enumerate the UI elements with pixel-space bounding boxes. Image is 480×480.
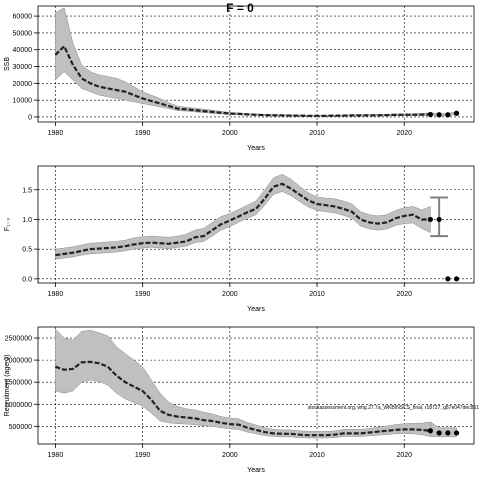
confidence-band [55, 174, 431, 260]
y-tick-label: 30000 [13, 64, 33, 71]
x-tick-label: 1980 [48, 130, 64, 137]
x-tick-label: 2000 [222, 291, 238, 298]
y-axis-label: Recruitment (age 0) [4, 355, 11, 417]
x-tick-label: 2000 [222, 452, 238, 459]
y-axis-label: F₁₋₃ [4, 218, 11, 231]
plot-frame [37, 5, 475, 123]
plot-frame [37, 165, 475, 284]
forecast-band [430, 111, 457, 117]
forecast-point-2023 [427, 428, 433, 434]
forecast-point-2023 [427, 216, 433, 223]
x-tick-label: 1980 [48, 291, 64, 298]
forecast-point-2024 [436, 216, 442, 223]
y-tick-label: 50000 [13, 30, 33, 37]
estimate-line [55, 360, 431, 437]
y-tick-label: 10000 [13, 98, 33, 105]
y-tick-label: 0.0 [22, 276, 32, 283]
panels: 1980 1990 2000 2010 2020 0 10000 20000 30000 4000… [4, 5, 475, 474]
x-tick-label: 1990 [135, 130, 151, 137]
y-tick-label: 40000 [13, 47, 33, 54]
x-tick-label: 2020 [396, 452, 412, 459]
y-tick-label: 2000000 [5, 358, 32, 365]
y-tick-label: 20000 [13, 81, 33, 88]
forecast-point-2026 [453, 110, 460, 116]
confidence-band [55, 328, 431, 439]
forecast-point-2025 [445, 112, 451, 118]
forecast-point-2023 [427, 111, 433, 118]
x-tick-label: 2010 [309, 452, 325, 459]
y-tick-label: 0 [28, 114, 32, 121]
y-tick-label: 1.5 [22, 187, 32, 194]
forecast-band [430, 421, 457, 438]
y-tick-label: 1500000 [5, 380, 32, 387]
panel-1: 1980 1990 2000 2010 2020 0 10000 20000 30000 4000… [4, 5, 475, 152]
x-tick-label: 2010 [309, 291, 325, 298]
estimate-line [54, 44, 431, 117]
figure-title: F = 0 [226, 1, 254, 15]
forecast-point-2024 [436, 430, 442, 436]
y-tick-label: 500000 [9, 424, 32, 431]
plot-frame [37, 326, 475, 445]
estimate-line [55, 182, 431, 257]
x-tick-label: 2020 [396, 291, 412, 298]
y-tick-label: 60000 [13, 14, 33, 21]
forecast-point-2024 [436, 112, 442, 118]
panel-3: 1980 1990 2000 2010 2020 500000 1000000 1500000… [4, 326, 475, 474]
panel-2: 1980 1990 2000 2010 2020 0.0 0.5 1.0 1.5 Years F₁₋… [4, 165, 475, 313]
y-tick-label: 0.5 [22, 247, 32, 254]
y-tick-label: 1.0 [22, 217, 32, 224]
forecast-point-2026 [453, 276, 460, 282]
forecast-point-2025 [445, 276, 451, 282]
x-axis-label: Years [247, 145, 265, 152]
stockassessment-annotation: stockassessment.org, whg.27.7a_WKBINSCS_… [308, 405, 479, 411]
y-tick-label: 2500000 [5, 336, 32, 343]
y-axis-label: SSB [4, 57, 11, 71]
forecast-point-2026 [453, 430, 460, 436]
x-tick-label: 1990 [135, 452, 151, 459]
x-tick-label: 1980 [48, 452, 64, 459]
forecast-point-2025 [445, 430, 451, 436]
y-tick-label: 1000000 [5, 402, 32, 409]
x-tick-label: 2000 [222, 130, 238, 137]
x-axis-label: Years [247, 467, 265, 474]
x-tick-label: 1990 [135, 291, 151, 298]
x-tick-label: 2010 [309, 130, 325, 137]
x-axis-label: Years [247, 306, 265, 313]
x-tick-label: 2020 [396, 130, 412, 137]
